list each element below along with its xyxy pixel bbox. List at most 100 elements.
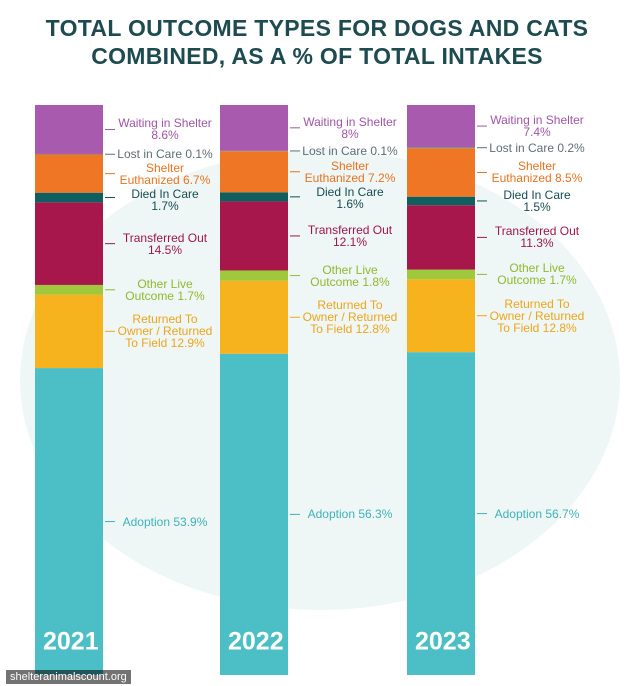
segment-label: Shelter Euthanized 7.2% [302, 160, 398, 184]
series-name: Shelter Euthanized [491, 159, 557, 186]
background-shape [20, 150, 620, 610]
chart-title: TOTAL OUTCOME TYPES FOR DOGS AND CATS CO… [45, 15, 589, 69]
bar-segment [220, 192, 288, 202]
value-label: 7.4% [523, 125, 551, 140]
series-name: Died In Care [503, 187, 571, 202]
bar-segment [35, 284, 103, 295]
segment-label: Lost in Care 0.1% [302, 145, 398, 157]
value-label: 1.7% [549, 273, 577, 288]
series-name: Lost in Care [489, 140, 554, 155]
segment-label: Adoption 56.7% [489, 508, 585, 520]
series-name: Adoption [494, 506, 542, 521]
segment-label: Lost in Care 0.1% [117, 148, 213, 160]
year-label: 2023 [415, 628, 471, 656]
value-label: 7.2% [368, 170, 396, 185]
bar-segment [407, 105, 475, 148]
bar-segment [407, 279, 475, 353]
series-name: Waiting in Shelter [490, 113, 584, 128]
bar-segment [407, 205, 475, 270]
bar-segment [35, 368, 103, 675]
value-label: 1.7% [177, 288, 205, 303]
segment-label: Adoption 56.3% [302, 508, 398, 520]
value-label: 0.2% [557, 140, 585, 155]
bar-segment [407, 148, 475, 197]
bar-segment [220, 270, 288, 281]
bar-segment [35, 202, 103, 285]
value-label: 6.7% [183, 173, 211, 188]
value-label: 12.8% [542, 320, 577, 335]
segment-label: Died In Care 1.5% [489, 189, 585, 213]
value-label: 12.8% [355, 322, 390, 337]
bar-segment [220, 150, 288, 152]
segment-label: Returned To Owner / Returned To Field 12… [489, 298, 585, 334]
series-name: Adoption [122, 514, 170, 529]
bar-segment [220, 105, 288, 151]
value-label: 12.1% [332, 234, 368, 249]
value-label: 1.7% [151, 199, 179, 214]
segment-label: Other Live Outcome 1.7% [117, 278, 213, 302]
series-name: Adoption [307, 507, 355, 522]
segment-label: Transferred Out 14.5% [117, 232, 213, 256]
series-name: Other Live Outcome [310, 262, 378, 289]
value-label: 11.3% [520, 236, 554, 251]
value-label: 1.5% [523, 199, 551, 214]
series-name: Other Live Outcome [125, 276, 193, 303]
series-name: Other Live Outcome [497, 261, 565, 288]
series-name: Lost in Care [302, 143, 367, 158]
segment-label: Died In Care 1.7% [117, 188, 213, 212]
year-label: 2022 [228, 628, 284, 656]
series-name: Returned To Owner / Returned To Field [117, 312, 213, 351]
value-label: 14.5% [147, 242, 183, 257]
segment-label: Waiting in Shelter 8.6% [117, 117, 213, 141]
value-label: 0.1% [185, 147, 213, 162]
value-label: 56.3% [358, 507, 393, 522]
segment-label: Transferred Out 12.1% [302, 224, 398, 248]
bar-segment [35, 294, 103, 369]
bar-segment [220, 151, 288, 193]
segment-label: Returned To Owner / Returned To Field 12… [117, 313, 213, 349]
series-name: Waiting in Shelter [118, 116, 212, 131]
series-name: Died In Care [316, 184, 384, 199]
segment-label: Died In Care 1.6% [302, 186, 398, 210]
bar-segment [220, 353, 288, 675]
bar-segment [407, 352, 475, 675]
segment-label: Waiting in Shelter 7.4% [489, 114, 585, 138]
bar-segment [220, 201, 288, 271]
value-label: 8.5% [555, 171, 583, 186]
value-label: 56.7% [545, 506, 580, 521]
bar-segment [407, 196, 475, 206]
segment-label: Other Live Outcome 1.7% [489, 262, 585, 286]
bar-segment [35, 153, 103, 155]
bar-segment [220, 280, 288, 354]
bar-segment [35, 154, 103, 193]
series-name: Transferred Out [122, 230, 208, 245]
series-name: Transferred Out [494, 224, 580, 239]
series-name: Lost in Care [117, 147, 182, 162]
series-name: Died In Care [131, 187, 199, 202]
segment-label: Shelter Euthanized 6.7% [117, 162, 213, 186]
value-label: 1.6% [336, 196, 364, 211]
segment-label: Shelter Euthanized 8.5% [489, 160, 585, 184]
value-label: 53.9% [173, 514, 208, 529]
bar-segment [35, 192, 103, 203]
bar-segment [407, 269, 475, 280]
series-name: Shelter Euthanized [304, 158, 370, 185]
segment-label: Returned To Owner / Returned To Field 12… [302, 299, 398, 335]
segment-label: Waiting in Shelter 8% [302, 116, 398, 140]
segment-label: Transferred Out 11.3% [489, 225, 585, 249]
value-label: 0.1% [370, 143, 398, 158]
bar-segment [407, 147, 475, 149]
segment-label: Other Live Outcome 1.8% [302, 264, 398, 288]
series-name: Returned To Owner / Returned To Field [302, 298, 398, 337]
series-name: Returned To Owner / Returned To Field [489, 296, 585, 335]
segment-label: Adoption 53.9% [117, 516, 213, 528]
series-name: Shelter Euthanized [119, 161, 185, 188]
source: shelteranimalscount.org [6, 670, 131, 684]
value-label: 1.8% [362, 274, 390, 289]
series-name: Transferred Out [307, 222, 393, 237]
series-name: Waiting in Shelter [303, 114, 397, 129]
value-label: 8.6% [151, 128, 179, 143]
bar-segment [35, 105, 103, 154]
value-label: 12.9% [170, 336, 205, 351]
